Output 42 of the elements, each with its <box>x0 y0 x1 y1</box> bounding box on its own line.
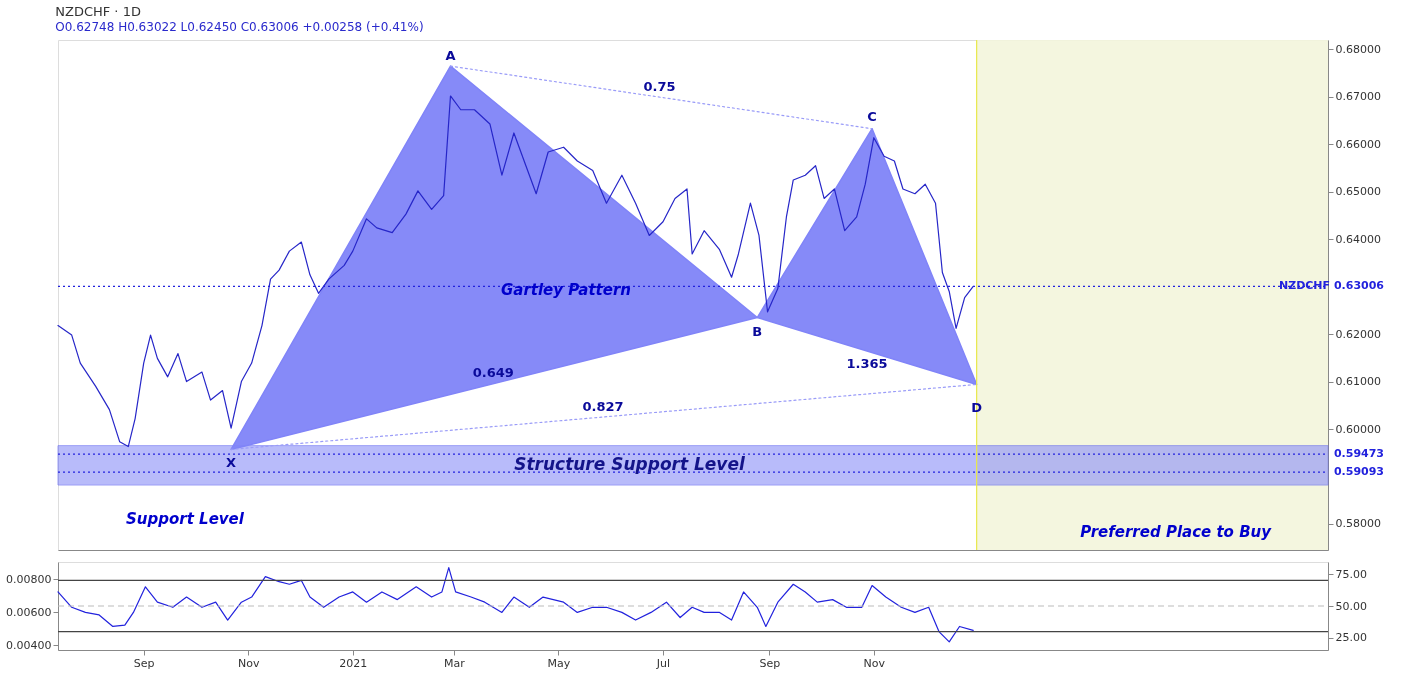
y-tick-label: 0.67000 <box>1335 90 1381 104</box>
annotation: 1.365 <box>846 355 888 371</box>
x-tick-label: Jul <box>655 656 671 670</box>
x-tick-label: 2021 <box>339 656 368 670</box>
y-tick-label: 0.65000 <box>1335 185 1381 199</box>
y2-tick-label: 75.00 <box>1335 567 1367 581</box>
annotation: 0.75 <box>643 79 676 95</box>
y-tick-label: 0.60000 <box>1335 422 1381 436</box>
y2-tick-label: 25.00 <box>1335 631 1367 645</box>
y-tick-label: 0.62000 <box>1335 327 1381 341</box>
y-tick-label: 0.00600 <box>6 605 52 619</box>
y-tick-label: 0.58000 <box>1335 517 1381 531</box>
ref-line-label: 0.59473 <box>1333 447 1384 461</box>
annotation: Preferred Place to Buy <box>1080 523 1273 542</box>
annotation: Gartley Pattern <box>500 280 632 299</box>
x-tick-label: Sep <box>133 656 155 670</box>
line-series <box>57 567 974 643</box>
annotation: X <box>226 455 237 471</box>
x-tick-label: May <box>547 656 571 670</box>
annotation: 0.649 <box>472 365 514 381</box>
y-tick-label: 0.66000 <box>1335 137 1381 151</box>
y2-tick-label: 50.00 <box>1335 599 1367 613</box>
annotation: A <box>445 48 456 64</box>
annotation: C <box>867 108 877 124</box>
chart-subtitle: O0.62748 H0.63022 L0.62450 C0.63006 +0.00258 (+0.41%) <box>55 20 424 35</box>
annotation: 0.827 <box>582 398 624 414</box>
y-tick-label: 0.61000 <box>1335 375 1381 389</box>
line-series <box>57 95 974 448</box>
x-tick-label: Nov <box>863 656 886 670</box>
x-tick-label: Nov <box>238 656 260 670</box>
ref-line-label: 0.59093 <box>1333 465 1384 479</box>
y-tick-label: 0.68000 <box>1335 42 1381 56</box>
chart-title: NZDCHF · 1D <box>55 4 141 20</box>
ref-line-label: NZDCHF 0.63006 <box>1278 279 1385 293</box>
annotation: Support Level <box>126 510 245 529</box>
x-tick-label: Sep <box>759 656 781 670</box>
y-tick-label: 0.00400 <box>6 638 52 652</box>
x-tick-label: Mar <box>444 656 466 670</box>
band-label: Structure Support Level <box>514 454 746 475</box>
annotation: B <box>752 323 763 339</box>
y-tick-label: 0.64000 <box>1335 232 1381 246</box>
y-tick-label: 0.00800 <box>6 572 52 586</box>
